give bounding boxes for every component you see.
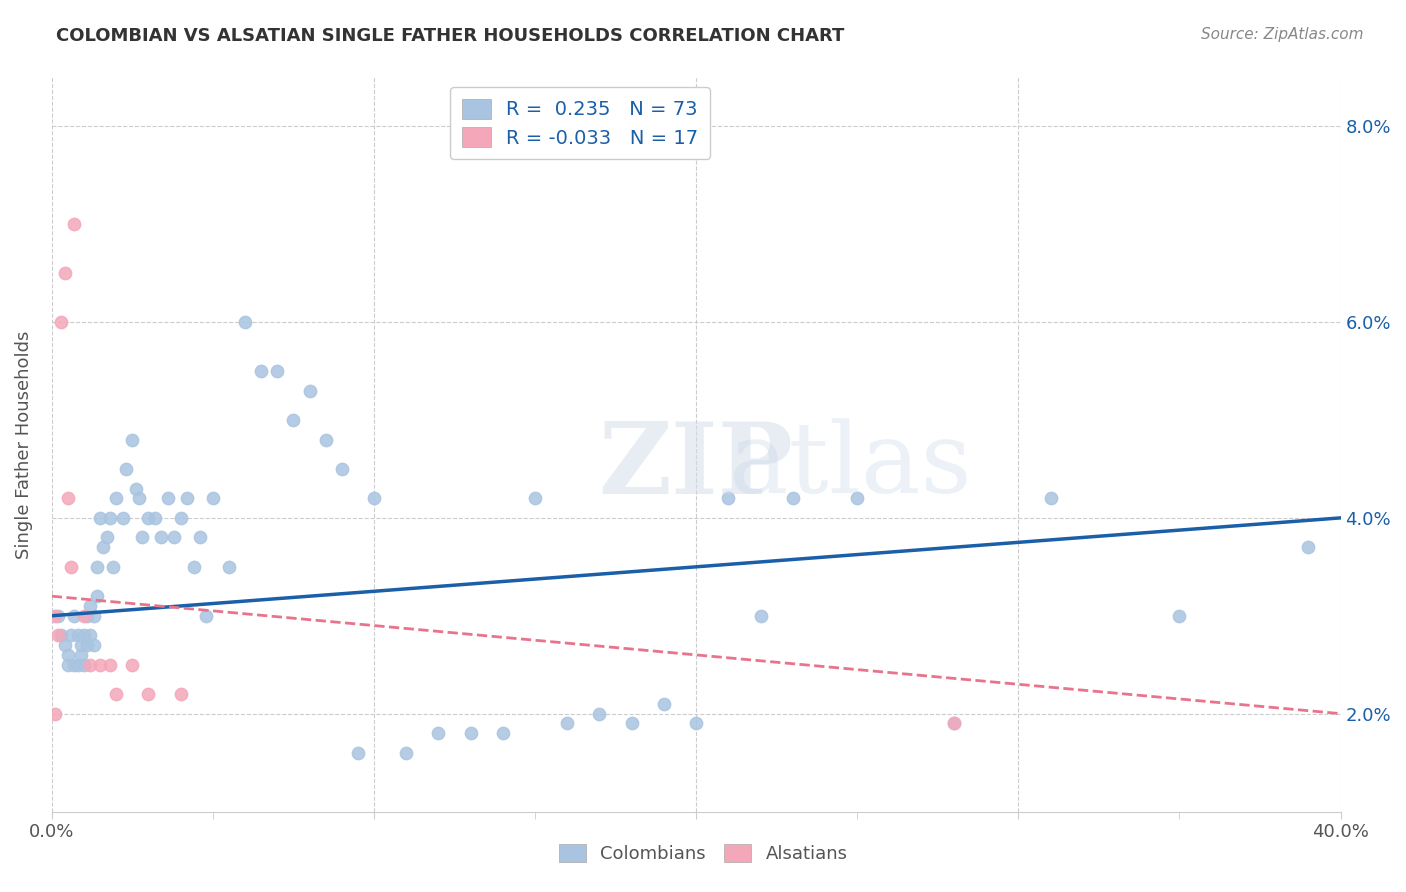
Point	[218, 559, 240, 574]
Point	[53, 638, 76, 652]
Point	[156, 491, 179, 506]
Point	[283, 413, 305, 427]
Point	[524, 491, 547, 506]
Point	[176, 491, 198, 506]
Point	[46, 608, 69, 623]
Point	[83, 608, 105, 623]
Point	[492, 726, 515, 740]
Point	[66, 628, 89, 642]
Point	[131, 531, 153, 545]
Point	[652, 697, 675, 711]
Point	[79, 657, 101, 672]
Point	[620, 716, 643, 731]
Point	[51, 315, 73, 329]
Point	[76, 608, 98, 623]
Point	[79, 628, 101, 642]
Point	[1168, 608, 1191, 623]
Point	[124, 482, 146, 496]
Point	[188, 531, 211, 545]
Legend: Colombians, Alsatians: Colombians, Alsatians	[548, 833, 858, 874]
Point	[63, 657, 86, 672]
Point	[555, 716, 578, 731]
Point	[363, 491, 385, 506]
Point	[73, 628, 96, 642]
Point	[460, 726, 482, 740]
Point	[101, 559, 124, 574]
Point	[846, 491, 869, 506]
Point	[44, 706, 66, 721]
Point	[76, 638, 98, 652]
Point	[1298, 541, 1320, 555]
Point	[315, 433, 337, 447]
Point	[91, 541, 114, 555]
Point	[53, 266, 76, 280]
Legend: R =  0.235   N = 73, R = -0.033   N = 17: R = 0.235 N = 73, R = -0.033 N = 17	[450, 87, 710, 160]
Point	[138, 511, 160, 525]
Point	[89, 511, 111, 525]
Point	[73, 608, 96, 623]
Point	[195, 608, 218, 623]
Y-axis label: Single Father Households: Single Father Households	[15, 330, 32, 558]
Point	[86, 589, 108, 603]
Point	[96, 531, 118, 545]
Point	[86, 559, 108, 574]
Point	[347, 746, 370, 760]
Point	[685, 716, 707, 731]
Point	[250, 364, 273, 378]
Point	[44, 608, 66, 623]
Point	[169, 511, 191, 525]
Point	[115, 462, 138, 476]
Point	[56, 657, 79, 672]
Point	[121, 433, 143, 447]
Point	[105, 491, 128, 506]
Point	[942, 716, 965, 731]
Point	[105, 687, 128, 701]
Point	[79, 599, 101, 613]
Point	[56, 648, 79, 662]
Point	[588, 706, 610, 721]
Point	[942, 716, 965, 731]
Point	[150, 531, 173, 545]
Point	[63, 217, 86, 231]
Point	[298, 384, 321, 398]
Point	[56, 491, 79, 506]
Point	[46, 628, 69, 642]
Point	[183, 559, 205, 574]
Point	[128, 491, 150, 506]
Point	[69, 648, 91, 662]
Point	[69, 638, 91, 652]
Text: atlas: atlas	[730, 418, 972, 515]
Point	[83, 638, 105, 652]
Point	[427, 726, 450, 740]
Point	[98, 511, 121, 525]
Point	[1039, 491, 1062, 506]
Point	[143, 511, 166, 525]
Text: COLOMBIAN VS ALSATIAN SINGLE FATHER HOUSEHOLDS CORRELATION CHART: COLOMBIAN VS ALSATIAN SINGLE FATHER HOUS…	[56, 27, 845, 45]
Point	[233, 315, 256, 329]
Point	[73, 657, 96, 672]
Text: Source: ZipAtlas.com: Source: ZipAtlas.com	[1201, 27, 1364, 42]
Point	[121, 657, 143, 672]
Point	[201, 491, 224, 506]
Point	[51, 628, 73, 642]
Point	[98, 657, 121, 672]
Point	[395, 746, 418, 760]
Point	[330, 462, 353, 476]
Point	[63, 608, 86, 623]
Point	[89, 657, 111, 672]
Point	[169, 687, 191, 701]
Point	[138, 687, 160, 701]
Point	[66, 657, 89, 672]
Point	[782, 491, 804, 506]
Point	[60, 628, 83, 642]
Text: ZIP: ZIP	[599, 418, 793, 515]
Point	[749, 608, 772, 623]
Point	[266, 364, 288, 378]
Point	[111, 511, 134, 525]
Point	[163, 531, 186, 545]
Point	[717, 491, 740, 506]
Point	[60, 559, 83, 574]
